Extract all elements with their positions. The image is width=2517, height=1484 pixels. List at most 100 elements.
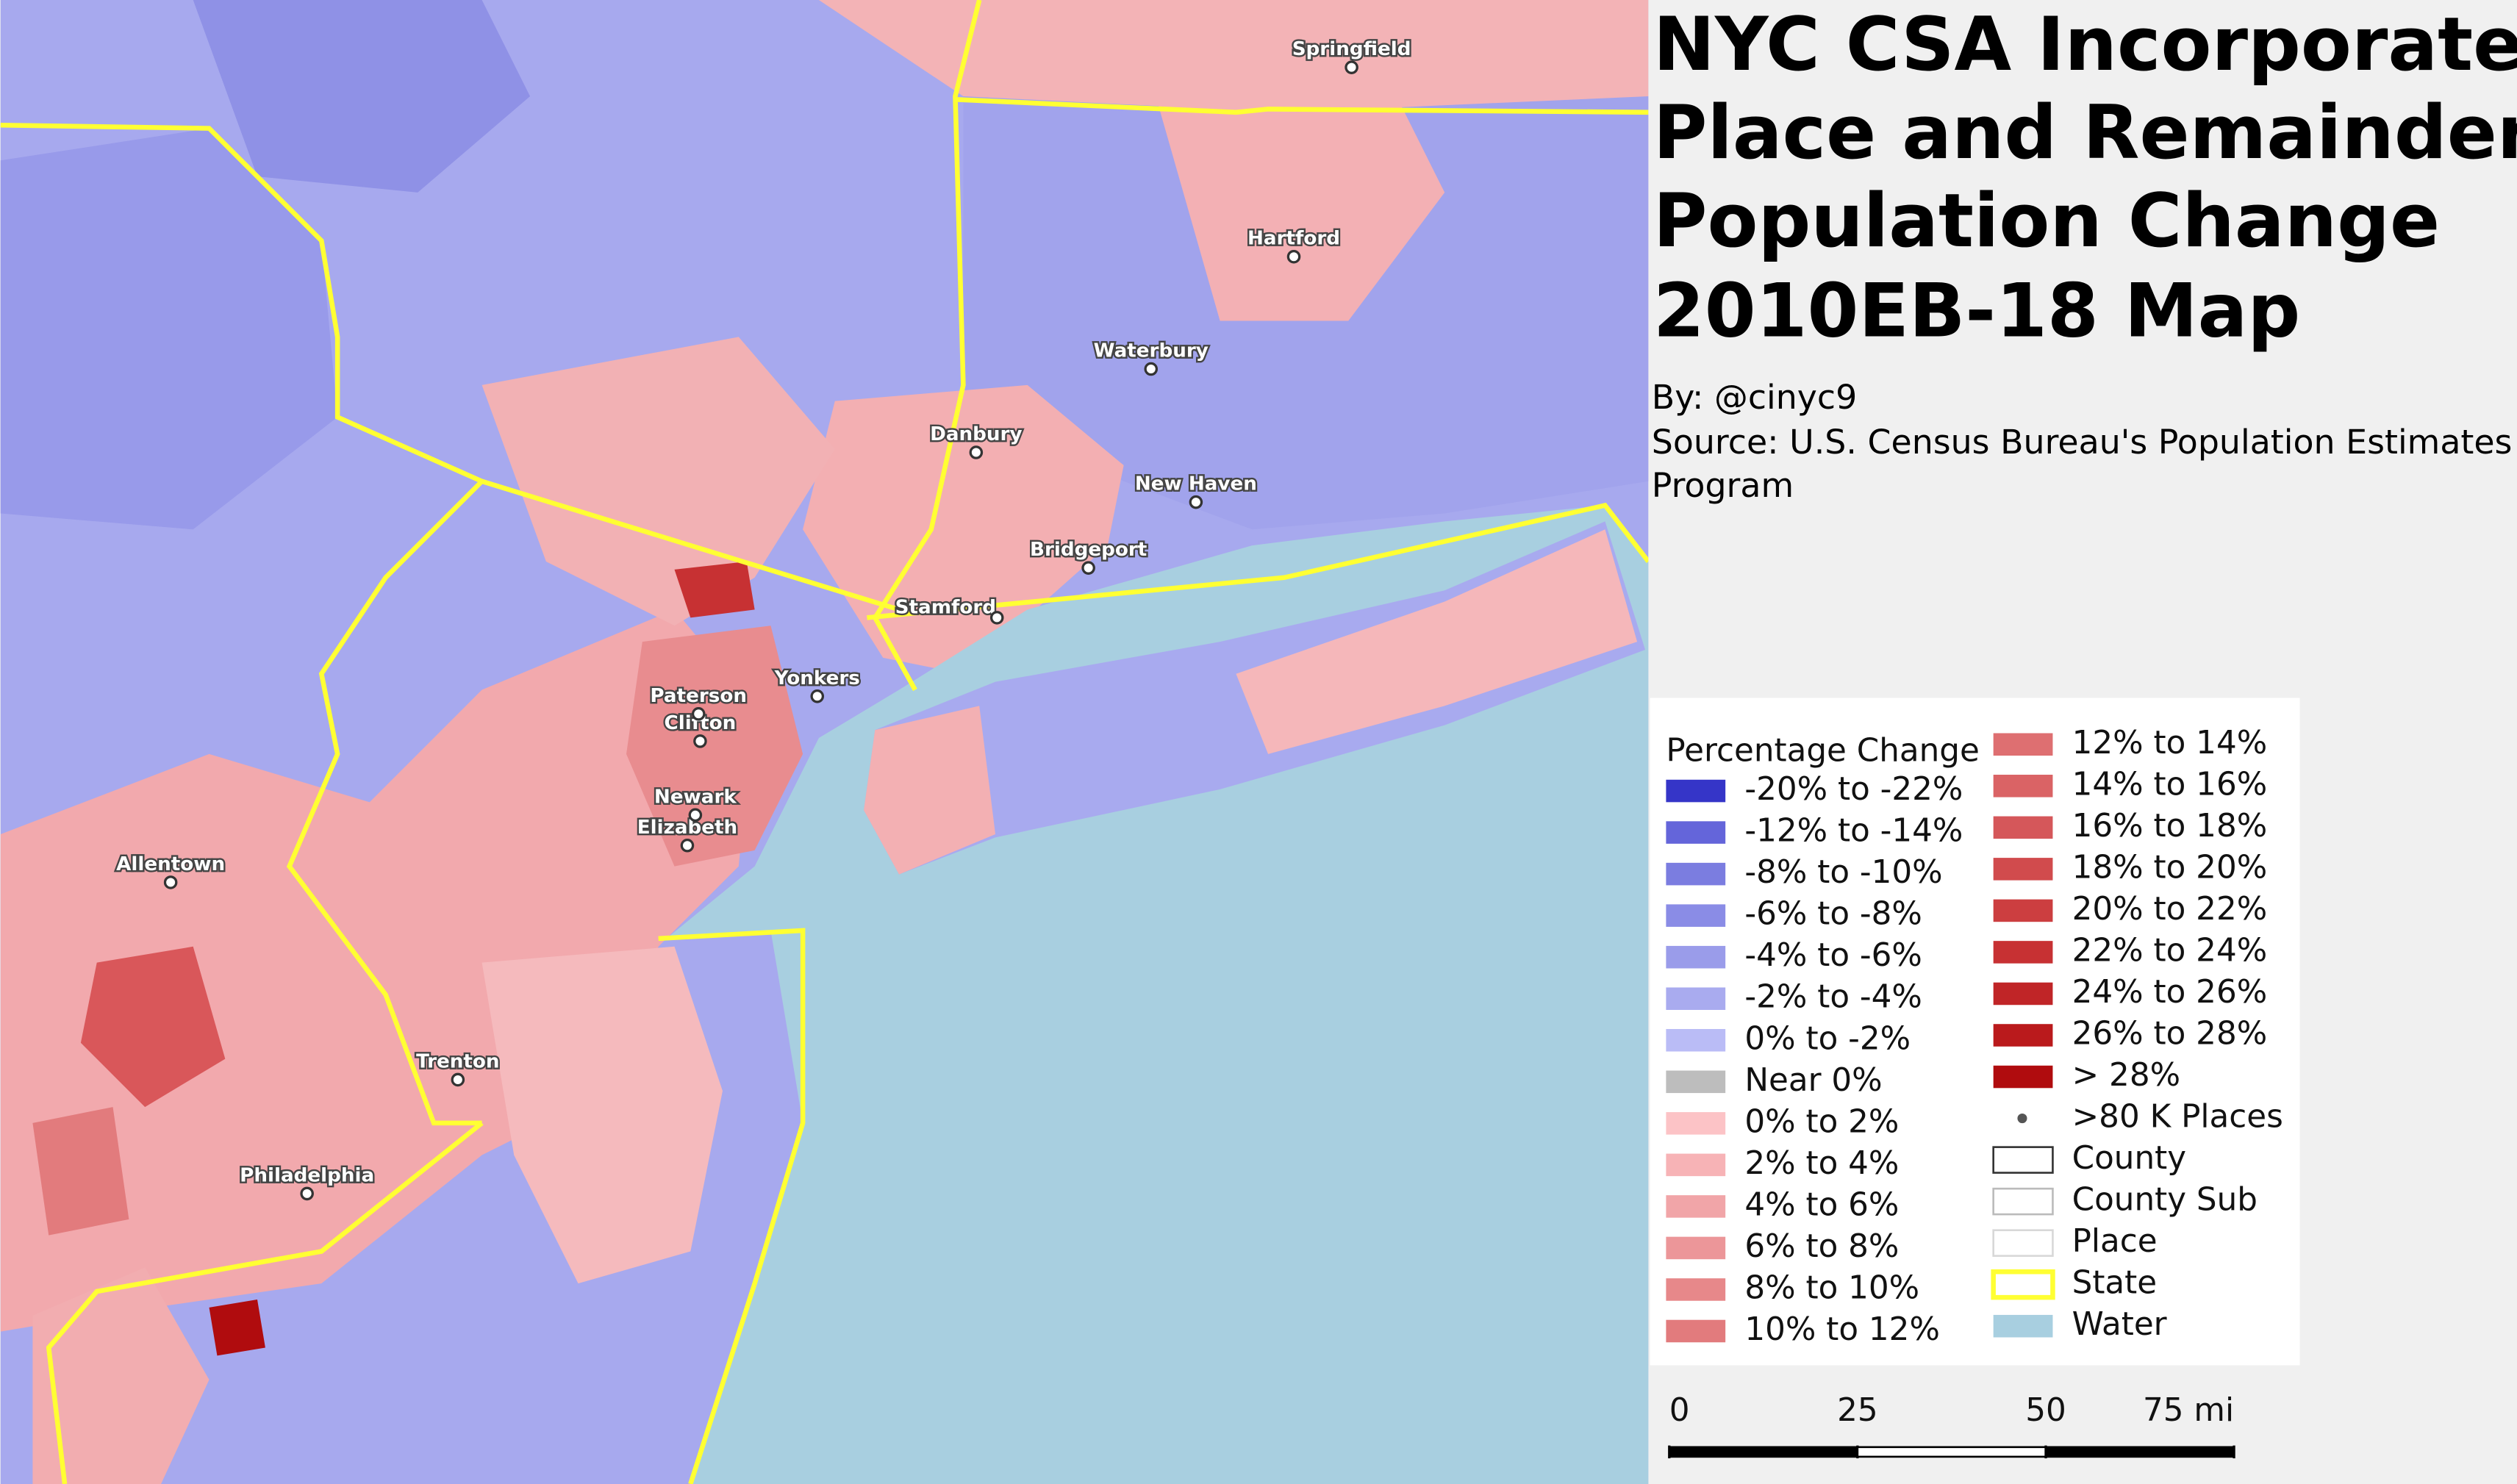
legend-label: 2% to 4% bbox=[1744, 1144, 1899, 1182]
region bbox=[481, 337, 835, 626]
state-line bbox=[867, 502, 1650, 620]
legend-label: > 28% bbox=[2072, 1056, 2180, 1094]
city-dot bbox=[989, 611, 1004, 625]
legend-swatch bbox=[1992, 1229, 2054, 1257]
legend-label: 0% to 2% bbox=[1744, 1103, 1899, 1140]
legend-label: Place bbox=[2072, 1222, 2158, 1260]
legend-label: 6% to 8% bbox=[1744, 1227, 1899, 1265]
legend-label: 4% to 6% bbox=[1744, 1186, 1899, 1223]
legend-label: 10% to 12% bbox=[1744, 1311, 1940, 1348]
scale-label: 75 mi bbox=[2143, 1391, 2234, 1429]
region bbox=[481, 946, 723, 1284]
legend-label: Water bbox=[2072, 1305, 2167, 1343]
legend-swatch bbox=[1666, 821, 1726, 844]
legend-swatch bbox=[1993, 1024, 2053, 1047]
region bbox=[1236, 529, 1638, 754]
city-dot bbox=[1081, 561, 1095, 575]
city-label: Springfield bbox=[1292, 38, 1411, 60]
city-dot bbox=[1189, 495, 1203, 509]
state-line bbox=[46, 1121, 484, 1484]
city-label: New Haven bbox=[1135, 473, 1257, 495]
region bbox=[864, 706, 996, 875]
state-line bbox=[0, 122, 487, 1126]
city-dot bbox=[451, 1072, 465, 1087]
legend-label: 16% to 18% bbox=[2072, 807, 2268, 845]
legend-label: -4% to -6% bbox=[1744, 936, 1922, 974]
legend-label: 0% to -2% bbox=[1744, 1019, 1911, 1057]
city-dot bbox=[1345, 60, 1358, 74]
legend-label: >80 K Places bbox=[2072, 1098, 2283, 1136]
legend-swatch bbox=[1666, 987, 1726, 1011]
legend-dot bbox=[2017, 1114, 2027, 1124]
legend-swatch bbox=[1666, 1278, 1726, 1301]
legend-swatch bbox=[1991, 1269, 2055, 1300]
legend-swatch bbox=[1993, 899, 2053, 922]
city-label: Hartford bbox=[1247, 228, 1340, 250]
legend-swatch bbox=[1666, 904, 1726, 927]
legend-label: -12% to -14% bbox=[1744, 812, 1963, 850]
legend-label: -20% to -22% bbox=[1744, 770, 1963, 808]
title-line: 2010EB-18 Map bbox=[1653, 268, 2300, 354]
byline: By: @cinyc9 bbox=[1652, 377, 1858, 417]
city-label: Stamford bbox=[895, 597, 996, 619]
legend-swatch bbox=[1666, 1070, 1726, 1094]
city-label: Trenton bbox=[416, 1050, 499, 1072]
legend-swatch bbox=[1993, 941, 2053, 964]
legend-label: 8% to 10% bbox=[1744, 1269, 1919, 1306]
legend-label: State bbox=[2072, 1264, 2158, 1302]
region bbox=[626, 625, 803, 867]
legend-swatch bbox=[1666, 1236, 1726, 1260]
region bbox=[32, 1267, 210, 1484]
legend-label: 24% to 26% bbox=[2072, 973, 2268, 1011]
city-dot bbox=[680, 839, 695, 853]
state-line bbox=[658, 928, 806, 1484]
legend-swatch bbox=[1992, 1146, 2054, 1174]
legend-swatch bbox=[1666, 945, 1726, 969]
legend-swatch bbox=[1666, 779, 1726, 803]
region bbox=[1156, 64, 1445, 321]
legend-label: County bbox=[2072, 1139, 2186, 1177]
legend-label: -6% to -8% bbox=[1744, 895, 1922, 933]
city-label: Paterson bbox=[650, 685, 747, 707]
title-line: Place and Remainder bbox=[1653, 90, 2517, 176]
city-dot bbox=[300, 1186, 314, 1201]
source-line: Source: U.S. Census Bureau's Population … bbox=[1652, 422, 2513, 462]
legend-box bbox=[1650, 698, 2300, 1366]
legend-label: 22% to 24% bbox=[2072, 931, 2268, 969]
state-line bbox=[955, 97, 1649, 115]
legend-label: 26% to 28% bbox=[2072, 1014, 2268, 1052]
region bbox=[32, 1107, 129, 1236]
legend-swatch bbox=[1993, 775, 2053, 797]
scale-label: 0 bbox=[1669, 1391, 1690, 1429]
city-labels: Springfield Hartford Waterbury Danbury N… bbox=[115, 37, 1413, 1201]
legend-swatch bbox=[1666, 1319, 1726, 1343]
legend-label: County Sub bbox=[2072, 1181, 2258, 1219]
scale-bar: 0 25 50 75 mi bbox=[1668, 1391, 2235, 1459]
city-dot bbox=[810, 689, 825, 703]
city-dots bbox=[163, 60, 1358, 1201]
legend-label: 18% to 20% bbox=[2072, 848, 2268, 886]
city-label: Danbury bbox=[930, 423, 1022, 445]
state-line bbox=[481, 478, 901, 612]
legend-title: Percentage Change bbox=[1666, 732, 1979, 770]
city-dot bbox=[969, 445, 984, 459]
legend-swatch bbox=[1993, 858, 2053, 881]
legend-swatch bbox=[1666, 862, 1726, 886]
legend-swatch bbox=[1993, 982, 2053, 1006]
region bbox=[209, 1299, 265, 1356]
city-dot bbox=[1144, 362, 1159, 376]
legend-swatch bbox=[1993, 1065, 2053, 1089]
city-dot bbox=[688, 808, 703, 822]
legend-swatch bbox=[1992, 1187, 2054, 1216]
city-dot bbox=[691, 707, 706, 721]
city-label: Yonkers bbox=[774, 667, 860, 689]
legend-swatch bbox=[1666, 1028, 1726, 1052]
region bbox=[0, 128, 338, 530]
scale-segment bbox=[2044, 1446, 2235, 1458]
scale-label: 50 bbox=[2025, 1391, 2066, 1429]
city-label: Waterbury bbox=[1094, 340, 1209, 362]
city-label: Newark bbox=[654, 786, 737, 808]
city-dot bbox=[163, 875, 178, 889]
